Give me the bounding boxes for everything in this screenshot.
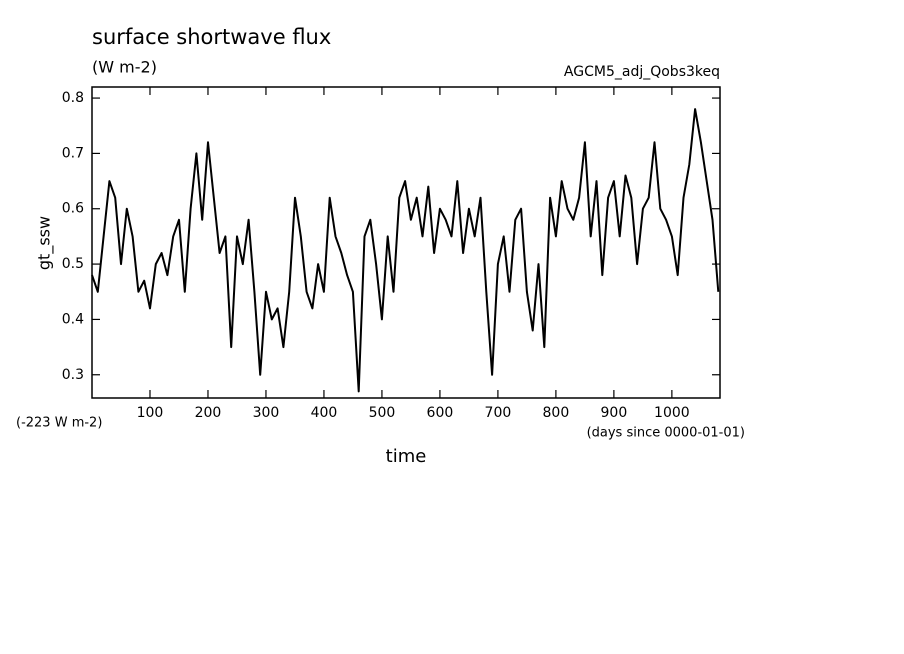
x-tick-label: 400 xyxy=(311,405,338,421)
y-tick-label: 0.4 xyxy=(62,311,84,327)
y-tick-label: 0.8 xyxy=(62,90,84,106)
x-axis-label: time xyxy=(386,446,427,467)
chart-subtitle: (W m-2) xyxy=(92,58,157,77)
x-tick-label: 1000 xyxy=(654,405,690,421)
data-line xyxy=(91,108,720,393)
x-tick-label: 300 xyxy=(253,405,280,421)
x-tick-label: 500 xyxy=(369,405,396,421)
y-tick-label: 0.5 xyxy=(62,256,84,272)
time-units: (days since 0000-01-01) xyxy=(587,426,745,441)
x-tick-label: 800 xyxy=(543,405,570,421)
plot-frame xyxy=(91,86,721,399)
offset-label: (-223 W m-2) xyxy=(16,416,102,431)
y-tick-label: 0.6 xyxy=(62,201,84,217)
x-tick-label: 600 xyxy=(427,405,454,421)
y-tick-label: 0.3 xyxy=(62,367,84,383)
x-tick-label: 700 xyxy=(485,405,512,421)
experiment-label: AGCM5_adj_Qobs3keq xyxy=(564,64,720,80)
chart-title: surface shortwave flux xyxy=(92,25,331,49)
y-axis-label: gt_ssw xyxy=(35,216,55,270)
x-tick-label: 900 xyxy=(601,405,628,421)
x-tick-label: 200 xyxy=(195,405,222,421)
y-tick-label: 0.7 xyxy=(62,145,84,161)
x-tick-label: 100 xyxy=(137,405,164,421)
